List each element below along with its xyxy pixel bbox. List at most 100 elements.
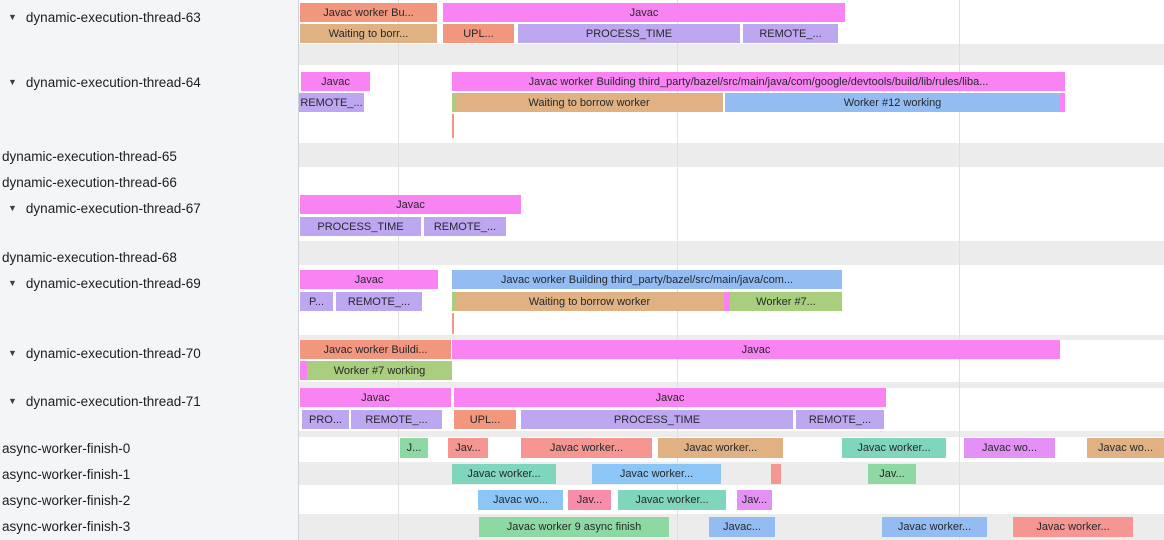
trace-event-bar[interactable]: REMOTE_... <box>336 292 422 311</box>
trace-event-bar[interactable]: Waiting to borrow worker <box>455 292 724 311</box>
trace-event-label: Javac wo... <box>981 442 1038 454</box>
row-background-band <box>299 143 1164 167</box>
trace-event-bar[interactable]: REMOTE_... <box>351 410 442 429</box>
expander-triangle-icon[interactable]: ▼ <box>8 76 17 87</box>
trace-event-label: REMOTE_... <box>808 413 872 426</box>
trace-event-bar[interactable] <box>452 93 456 112</box>
trace-event-bar[interactable]: Worker #7 working <box>307 361 452 380</box>
trace-event-bar[interactable]: Javac worker Bu... <box>300 3 437 22</box>
track-label-dynamic-execution-thread-63[interactable]: ▼ dynamic-execution-thread-63 <box>0 8 201 26</box>
trace-event-bar[interactable]: Javac... <box>709 517 775 537</box>
track-label-async-worker-finish-2[interactable]: async-worker-finish-2 <box>0 491 130 509</box>
trace-event-bar[interactable]: P... <box>300 292 333 311</box>
trace-event-label: Javac worker... <box>635 494 709 506</box>
trace-event-bar[interactable] <box>1060 93 1065 112</box>
trace-event-bar[interactable] <box>771 464 781 484</box>
trace-event-bar[interactable] <box>300 361 307 380</box>
track-label-dynamic-execution-thread-65[interactable]: dynamic-execution-thread-65 <box>0 147 177 165</box>
trace-event-bar[interactable]: Javac wo... <box>1087 438 1164 458</box>
trace-event-label: Waiting to borrow worker <box>528 96 650 109</box>
trace-event-label: Javac worker Building third_party/bazel/… <box>500 273 794 286</box>
trace-event-bar[interactable] <box>452 292 456 311</box>
trace-event-bar[interactable]: REMOTE_... <box>796 410 884 429</box>
row-background-band <box>299 431 1164 437</box>
track-name: dynamic-execution-thread-71 <box>25 393 201 409</box>
trace-event-bar[interactable]: Javac <box>300 388 451 407</box>
trace-event-bar[interactable]: Javac worker... <box>521 438 652 458</box>
trace-event-bar[interactable]: Javac worker... <box>618 490 726 510</box>
trace-event-bar[interactable]: PROCESS_TIME <box>300 217 421 236</box>
trace-event-bar[interactable]: Jav... <box>868 464 916 484</box>
track-name: dynamic-execution-thread-63 <box>25 9 201 25</box>
trace-event-bar[interactable]: Worker #12 working <box>725 93 1060 112</box>
trace-event-label: PROCESS_TIME <box>585 27 673 40</box>
trace-event-bar[interactable]: Javac wo... <box>478 490 563 510</box>
trace-event-bar[interactable]: Javac <box>452 340 1060 359</box>
expander-triangle-icon[interactable]: ▼ <box>8 11 17 22</box>
trace-event-label: Javac worker Bu... <box>323 6 414 19</box>
track-label-async-worker-finish-3[interactable]: async-worker-finish-3 <box>0 517 130 535</box>
trace-event-bar[interactable]: Javac worker... <box>842 438 946 458</box>
trace-event-bar[interactable]: PRO... <box>302 410 349 429</box>
expander-triangle-icon[interactable]: ▼ <box>8 395 17 406</box>
trace-event-label: Javac worker... <box>549 442 624 454</box>
instant-event-tick[interactable] <box>452 114 454 138</box>
trace-event-label: Javac worker... <box>897 521 972 533</box>
expander-triangle-icon[interactable]: ▼ <box>8 277 17 288</box>
track-name: dynamic-execution-thread-68 <box>2 249 177 265</box>
trace-event-bar[interactable]: UPL... <box>454 410 516 429</box>
trace-event-bar[interactable]: Javac <box>443 3 845 22</box>
trace-event-label: Javac <box>321 75 350 88</box>
trace-event-bar[interactable]: UPL... <box>443 24 514 43</box>
track-label-async-worker-finish-1[interactable]: async-worker-finish-1 <box>0 465 130 483</box>
trace-event-label: P... <box>308 295 325 308</box>
trace-event-bar[interactable]: Javac worker Buildi... <box>300 340 451 359</box>
trace-event-bar[interactable]: Worker #7... <box>730 292 842 311</box>
trace-event-label: Jav... <box>576 494 603 506</box>
trace-event-bar[interactable] <box>724 292 730 311</box>
trace-event-label: PRO... <box>308 413 342 426</box>
expander-triangle-icon[interactable]: ▼ <box>8 347 17 358</box>
trace-event-label: Javac <box>629 6 659 19</box>
track-label-dynamic-execution-thread-68[interactable]: dynamic-execution-thread-68 <box>0 248 177 266</box>
track-label-dynamic-execution-thread-66[interactable]: dynamic-execution-thread-66 <box>0 173 177 191</box>
trace-event-bar[interactable]: Javac wo... <box>964 438 1055 458</box>
trace-event-bar[interactable]: REMOTE_... <box>299 93 364 112</box>
track-label-async-worker-finish-0[interactable]: async-worker-finish-0 <box>0 439 130 457</box>
trace-event-bar[interactable]: PROCESS_TIME <box>521 410 793 429</box>
trace-event-bar[interactable]: Javac <box>300 195 521 214</box>
trace-event-label: REMOTE_... <box>433 220 497 233</box>
trace-event-label: REMOTE_... <box>759 27 822 40</box>
trace-event-bar[interactable]: Javac worker... <box>452 464 556 484</box>
track-label-dynamic-execution-thread-69[interactable]: ▼ dynamic-execution-thread-69 <box>0 274 201 292</box>
trace-event-label: Javac <box>741 343 771 356</box>
trace-event-bar[interactable]: Javac <box>454 388 886 407</box>
track-label-dynamic-execution-thread-64[interactable]: ▼ dynamic-execution-thread-64 <box>0 73 201 91</box>
trace-event-bar[interactable]: Javac worker... <box>1013 517 1133 537</box>
trace-event-bar[interactable]: Jav... <box>448 438 488 458</box>
trace-event-bar[interactable]: Jav... <box>737 490 772 510</box>
instant-event-tick[interactable] <box>452 313 454 334</box>
trace-event-label: Javac worker... <box>857 442 931 454</box>
trace-event-bar[interactable]: Jav... <box>568 490 611 510</box>
trace-event-bar[interactable]: Waiting to borr... <box>300 24 437 43</box>
trace-event-bar[interactable]: REMOTE_... <box>743 24 838 43</box>
track-label-dynamic-execution-thread-67[interactable]: ▼ dynamic-execution-thread-67 <box>0 199 201 217</box>
trace-event-bar[interactable]: Javac <box>300 270 438 289</box>
trace-event-bar[interactable]: Javac worker Building third_party/bazel/… <box>452 270 842 289</box>
trace-event-bar[interactable]: REMOTE_... <box>424 217 506 236</box>
track-label-dynamic-execution-thread-70[interactable]: ▼ dynamic-execution-thread-70 <box>0 344 201 362</box>
trace-event-bar[interactable]: J... <box>400 438 428 458</box>
trace-event-bar[interactable]: Javac worker... <box>882 517 987 537</box>
expander-triangle-icon[interactable]: ▼ <box>8 202 17 213</box>
trace-event-bar[interactable]: Javac <box>301 72 370 91</box>
trace-event-bar[interactable]: PROCESS_TIME <box>518 24 740 43</box>
trace-event-bar[interactable]: Waiting to borrow worker <box>455 93 723 112</box>
track-label-dynamic-execution-thread-71[interactable]: ▼ dynamic-execution-thread-71 <box>0 392 201 410</box>
trace-event-label: Javac worker... <box>619 468 694 480</box>
trace-event-bar[interactable]: Javac worker 9 async finish <box>479 517 669 537</box>
trace-event-bar[interactable]: Javac worker Building third_party/bazel/… <box>452 72 1065 91</box>
trace-event-bar[interactable]: Javac worker... <box>592 464 721 484</box>
trace-event-bar[interactable]: Javac worker... <box>658 438 783 458</box>
